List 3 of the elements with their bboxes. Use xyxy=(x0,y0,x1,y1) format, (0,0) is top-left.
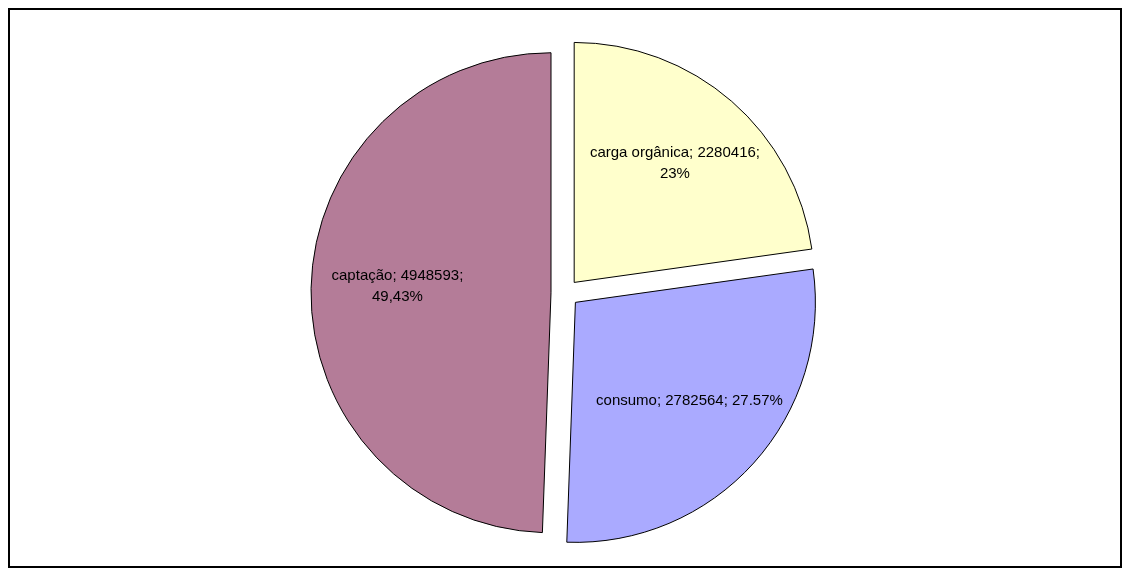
slice-label: captação; 4948593; 49,43% xyxy=(331,265,464,304)
slice-label: carga orgânica; 2280416; 23% xyxy=(589,142,761,181)
slice-label: consumo; 2782564; 27.57% xyxy=(596,391,783,409)
